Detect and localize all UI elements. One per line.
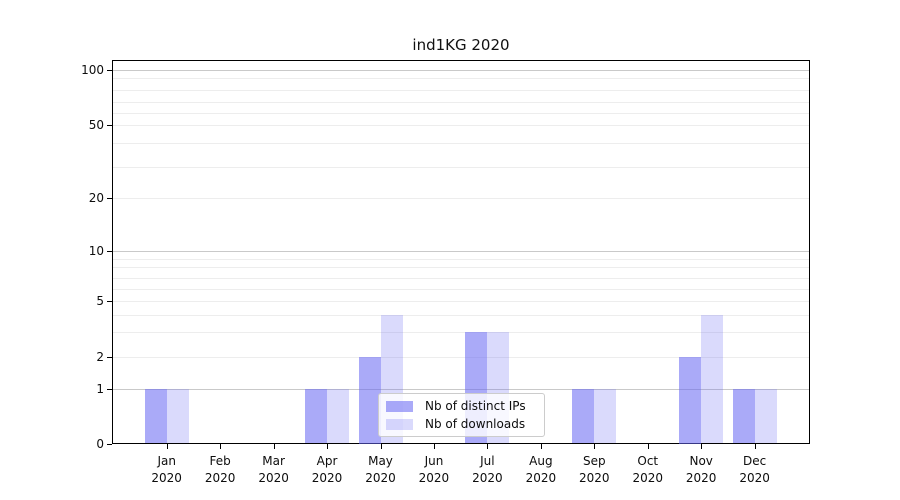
minor-gridline — [113, 267, 809, 268]
y-tick-mark — [107, 389, 112, 391]
x-tick-mark — [380, 444, 382, 449]
legend-label-distinct-ips: Nb of distinct IPs — [425, 399, 526, 413]
major-gridline — [113, 389, 809, 391]
legend-item-distinct-ips: Nb of distinct IPs — [386, 397, 537, 415]
minor-gridline — [113, 143, 809, 145]
x-tick-label-feb: Feb 2020 — [204, 454, 236, 485]
plot-area — [112, 60, 810, 444]
minor-gridline — [113, 356, 809, 358]
bar-distinct-ips-nov — [679, 356, 702, 444]
bar-distinct-ips-sep — [572, 389, 595, 444]
x-tick-label-nov: Nov 2020 — [685, 454, 717, 485]
legend-swatch-distinct-ips-icon — [386, 400, 413, 412]
minor-gridline — [113, 277, 809, 279]
chart-title: ind1KG 2020 — [412, 36, 510, 54]
x-tick-mark — [487, 444, 489, 449]
y-tick-mark — [107, 443, 112, 445]
minor-gridline — [113, 166, 809, 168]
y-tick-mark — [107, 125, 112, 127]
legend-label-downloads: Nb of downloads — [425, 417, 526, 431]
x-tick-mark — [433, 444, 435, 449]
minor-gridline — [113, 112, 809, 114]
minor-gridline — [113, 197, 809, 199]
minor-gridline — [113, 125, 809, 127]
x-tick-mark — [647, 444, 649, 449]
x-tick-label-jul: Jul 2020 — [472, 454, 503, 485]
bar-downloads-sep — [594, 389, 617, 444]
x-tick-mark — [273, 444, 275, 449]
x-tick-label-may: May 2020 — [365, 454, 396, 485]
x-tick-mark — [701, 444, 703, 449]
bar-downloads-jan — [166, 389, 189, 444]
x-tick-label-jan: Jan 2020 — [151, 454, 182, 485]
y-tick-mark — [107, 356, 112, 358]
y-tick-label: 1 — [96, 382, 104, 397]
y-tick-mark — [107, 197, 112, 199]
x-tick-mark — [327, 444, 329, 449]
y-tick-label: 5 — [96, 293, 104, 308]
minor-gridline — [113, 258, 809, 260]
bar-distinct-ips-may — [358, 356, 381, 444]
minor-gridline — [113, 78, 809, 80]
y-tick-label: 2 — [96, 349, 104, 364]
y-tick-label: 100 — [81, 63, 104, 77]
y-tick-label: 0 — [96, 436, 104, 451]
bar-downloads-dec — [754, 389, 777, 444]
bar-distinct-ips-dec — [732, 389, 755, 444]
y-tick-mark — [107, 251, 112, 252]
x-tick-label-dec: Dec 2020 — [739, 454, 770, 485]
legend: Nb of distinct IPs Nb of downloads — [378, 393, 545, 437]
x-tick-label-jun: Jun 2020 — [418, 454, 450, 485]
major-gridline — [113, 251, 809, 252]
y-tick-label: 10 — [88, 244, 104, 258]
minor-gridline — [113, 101, 809, 103]
x-tick-label-mar: Mar 2020 — [258, 454, 289, 485]
x-tick-mark — [220, 444, 222, 449]
legend-item-downloads: Nb of downloads — [386, 415, 537, 433]
minor-gridline — [113, 288, 809, 290]
bar-distinct-ips-apr — [305, 389, 328, 444]
x-tick-label-aug: Aug 2020 — [525, 454, 557, 485]
minor-gridline — [113, 90, 809, 91]
y-tick-label: 50 — [88, 118, 104, 133]
bar-downloads-apr — [327, 389, 350, 444]
x-tick-mark — [594, 444, 596, 449]
x-tick-mark — [166, 444, 168, 449]
x-tick-mark — [754, 444, 756, 449]
x-tick-label-sep: Sep 2020 — [579, 454, 610, 485]
x-tick-label-apr: Apr 2020 — [311, 454, 343, 485]
minor-gridline — [113, 314, 809, 316]
y-tick-mark — [107, 300, 112, 302]
y-tick-label: 20 — [88, 190, 104, 205]
x-tick-mark — [540, 444, 542, 449]
minor-gridline — [113, 332, 809, 334]
bar-distinct-ips-jan — [144, 389, 167, 444]
legend-swatch-downloads-icon — [386, 418, 413, 430]
minor-gridline — [113, 300, 809, 302]
y-tick-mark — [107, 70, 112, 71]
bar-downloads-nov — [701, 314, 724, 444]
major-gridline — [113, 70, 809, 71]
x-tick-label-oct: Oct 2020 — [632, 454, 664, 485]
